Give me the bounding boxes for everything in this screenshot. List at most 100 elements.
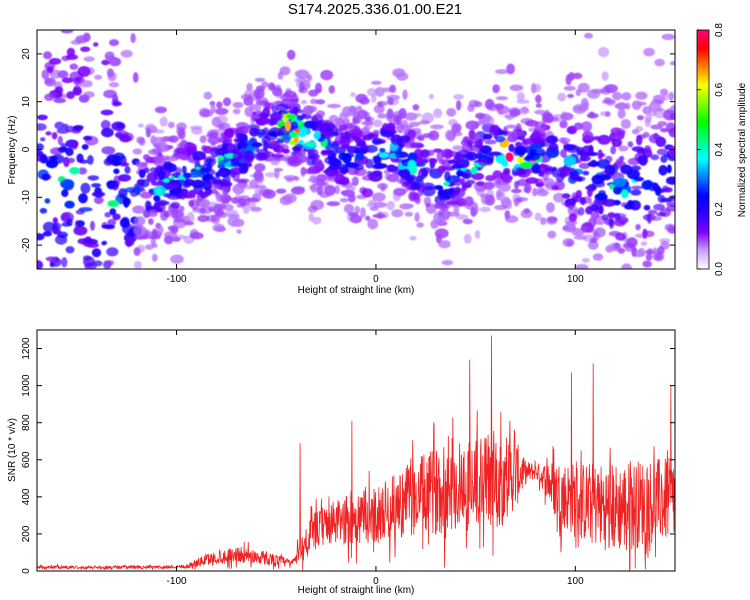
spectrogram-cell <box>61 77 74 84</box>
spectrogram-cell <box>382 124 395 131</box>
spectrogram-cell <box>53 98 66 104</box>
spectrogram-cell <box>128 228 134 238</box>
spectrogram-cell <box>138 169 146 179</box>
spectrogram-cell <box>216 101 223 109</box>
spectrogram-cell <box>494 204 508 211</box>
spectrogram-cell <box>497 191 505 197</box>
spectrogram-cell <box>73 225 88 236</box>
spectrogram-cell <box>452 145 463 151</box>
spectrogram-cell <box>645 253 653 261</box>
spectrogram-cell <box>535 103 542 108</box>
spectrogram-cell <box>610 145 617 155</box>
spectrogram-cell <box>37 233 45 241</box>
spectrogram-cell <box>109 39 119 47</box>
spectrogram-cell <box>358 97 370 105</box>
spectrogram-cell <box>415 185 421 191</box>
spectrogram-cell <box>547 216 558 223</box>
y-tick-label: 0 <box>21 146 32 152</box>
spectrogram-cell <box>205 158 214 163</box>
spectrogram-cell <box>471 172 485 181</box>
spectrogram-cell <box>455 214 469 220</box>
spectrogram-cell <box>269 140 279 148</box>
spectrogram-cell <box>391 209 404 218</box>
spectrogram-cell <box>615 157 623 166</box>
spectrogram-cell <box>669 61 675 66</box>
spectrogram-cell <box>413 162 426 167</box>
spectrogram-cell <box>380 183 386 192</box>
spectrogram-cell <box>466 140 473 147</box>
spectrogram-cell <box>283 90 297 98</box>
spectrogram-cell <box>134 260 142 269</box>
spectrogram-cell <box>37 260 43 269</box>
spectrogram-cell <box>81 144 89 150</box>
spectrogram-cell <box>613 177 627 187</box>
spectrogram-cell <box>340 166 349 174</box>
spectrogram-cell <box>386 173 400 183</box>
spectrogram-cell <box>199 199 207 208</box>
spectrogram-cell <box>563 156 576 166</box>
spectrogram-cell <box>232 101 244 109</box>
spectrogram-cell <box>107 218 117 226</box>
spectrogram-cell <box>608 217 615 227</box>
spectrogram-cell <box>61 212 70 222</box>
y-tick-label: 400 <box>21 488 32 505</box>
y-tick-label: 0 <box>21 568 32 574</box>
spectrogram-cell <box>396 72 409 81</box>
spectrogram-cell <box>87 155 94 165</box>
spectrogram-cell <box>118 188 128 199</box>
spectrogram-cell <box>313 131 321 140</box>
spectrogram-cell <box>601 99 616 105</box>
spectrogram-cell <box>590 203 599 212</box>
spectrogram-cell <box>572 104 587 114</box>
spectrogram-cell <box>484 139 497 145</box>
spectrogram-cell <box>52 222 62 232</box>
spectrogram-cell <box>182 172 192 179</box>
colorbar-label: Normalized spectral amplitude <box>737 82 748 217</box>
spectrogram-cell <box>579 197 586 206</box>
spectrogram-cell <box>377 113 388 119</box>
spectrogram-cell <box>275 188 287 194</box>
spectrogram-cell <box>386 164 397 173</box>
y-tick-label: 800 <box>21 414 32 431</box>
spectrogram-cell <box>498 182 511 192</box>
spectrogram-cell <box>116 123 124 129</box>
spectrogram-cell <box>309 175 318 180</box>
spectrogram-cell <box>474 230 481 239</box>
spectrogram-cell <box>166 182 180 189</box>
spectrogram-cell <box>506 114 513 121</box>
spectrogram-cell <box>423 196 432 206</box>
spectrogram-cell <box>91 248 102 258</box>
spectrogram-cell <box>108 81 120 88</box>
spectrogram-cell <box>45 131 52 136</box>
spectrogram-cell <box>667 226 675 234</box>
spectrogram-cell <box>594 193 608 201</box>
spectrogram-cell <box>600 174 612 181</box>
x-tick-label: 0 <box>373 274 379 285</box>
spectrogram-cell <box>370 80 382 85</box>
spectrogram-cell <box>339 112 349 119</box>
spectrogram-cell <box>637 101 647 106</box>
spectrogram-cell <box>348 193 356 203</box>
spectrogram-cell <box>303 120 316 129</box>
spectrogram-cell <box>648 101 662 112</box>
spectrogram-cell <box>372 119 383 128</box>
spectrogram-cell <box>214 209 225 217</box>
spectrogram-cell <box>443 181 450 186</box>
spectrogram-cell <box>396 122 405 134</box>
spectrogram-cell <box>484 98 495 110</box>
spectrogram-cell <box>267 82 276 91</box>
spectrogram-y-ticks: -20 -10 0 10 20 <box>21 48 675 252</box>
spectrogram-cell <box>389 84 396 93</box>
spectrogram-cell <box>37 143 44 151</box>
spectrogram-cell <box>52 217 58 224</box>
spectrogram-cell <box>568 213 577 223</box>
spectrogram-cell <box>249 103 256 112</box>
spectrogram-cell <box>453 131 463 137</box>
x-tick-label: 0 <box>373 576 379 587</box>
spectrogram-cell <box>579 155 591 162</box>
spectrogram-cell <box>433 212 440 224</box>
spectrogram-cell <box>365 116 372 123</box>
spectrogram-cell <box>493 129 499 140</box>
spectrogram-cell <box>441 148 454 159</box>
spectrogram-cell <box>163 178 170 183</box>
